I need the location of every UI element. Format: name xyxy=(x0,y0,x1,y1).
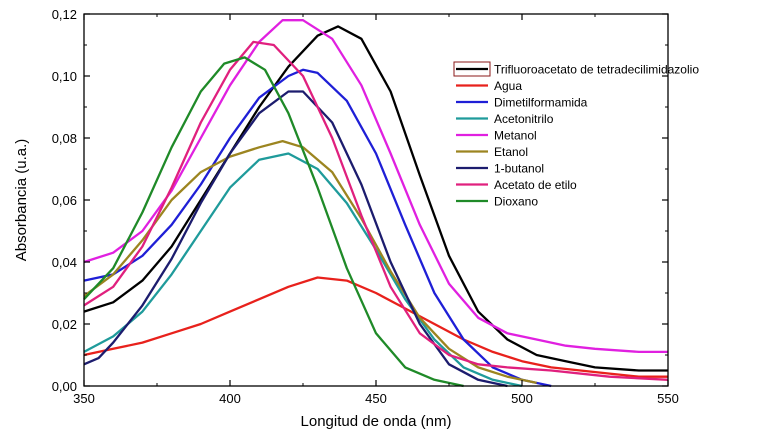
y-tick-label: 0,06 xyxy=(52,193,77,208)
x-tick-label: 400 xyxy=(219,391,241,406)
series-line-8 xyxy=(83,40,669,381)
x-tick-label: 500 xyxy=(511,391,533,406)
plot-area xyxy=(83,19,669,388)
axes: 350 400 450 500 550 0,00 0,02 0,04 0,06 0,08 0,10 0… xyxy=(52,7,679,406)
series-line-9 xyxy=(83,56,464,388)
legend-label-7: 1-butanol xyxy=(494,162,544,176)
legend-label-5: Metanol xyxy=(494,129,537,143)
series-line-1 xyxy=(83,25,668,372)
series-line-2 xyxy=(83,276,668,378)
legend: Trifluoroacetato de tetradecilimidazolio… xyxy=(453,61,699,209)
y-tick-label: 0,00 xyxy=(52,379,77,394)
x-tick-label: 350 xyxy=(73,391,95,406)
legend-label-4: Acetonitrilo xyxy=(494,112,554,126)
legend-label-9: Dioxano xyxy=(494,195,538,209)
y-axis-title: Absorbancia (u.a.) xyxy=(13,139,30,262)
series-line-7 xyxy=(83,90,508,388)
y-tick-label: 0,08 xyxy=(52,131,77,146)
series-line-3 xyxy=(83,68,552,388)
legend-highlight-box xyxy=(453,61,491,77)
x-tick-label: 550 xyxy=(657,391,679,406)
legend-label-3: Dimetilformamida xyxy=(494,96,588,110)
y-tick-label: 0,12 xyxy=(52,7,77,22)
series-line-4 xyxy=(83,152,523,388)
legend-label-1: Trifluoroacetato de tetradecilimidazolio xyxy=(494,63,699,77)
y-tick-label: 0,04 xyxy=(52,255,77,270)
x-axis-title: Longitud de onda (nm) xyxy=(301,413,452,430)
legend-label-6: Etanol xyxy=(494,145,528,159)
legend-label-2: Agua xyxy=(494,79,522,93)
legend-label-8: Acetato de etilo xyxy=(494,178,577,192)
series-line-5 xyxy=(83,19,668,354)
x-tick-label: 450 xyxy=(365,391,387,406)
y-tick-label: 0,02 xyxy=(52,317,77,332)
y-tick-label: 0,10 xyxy=(52,69,77,84)
